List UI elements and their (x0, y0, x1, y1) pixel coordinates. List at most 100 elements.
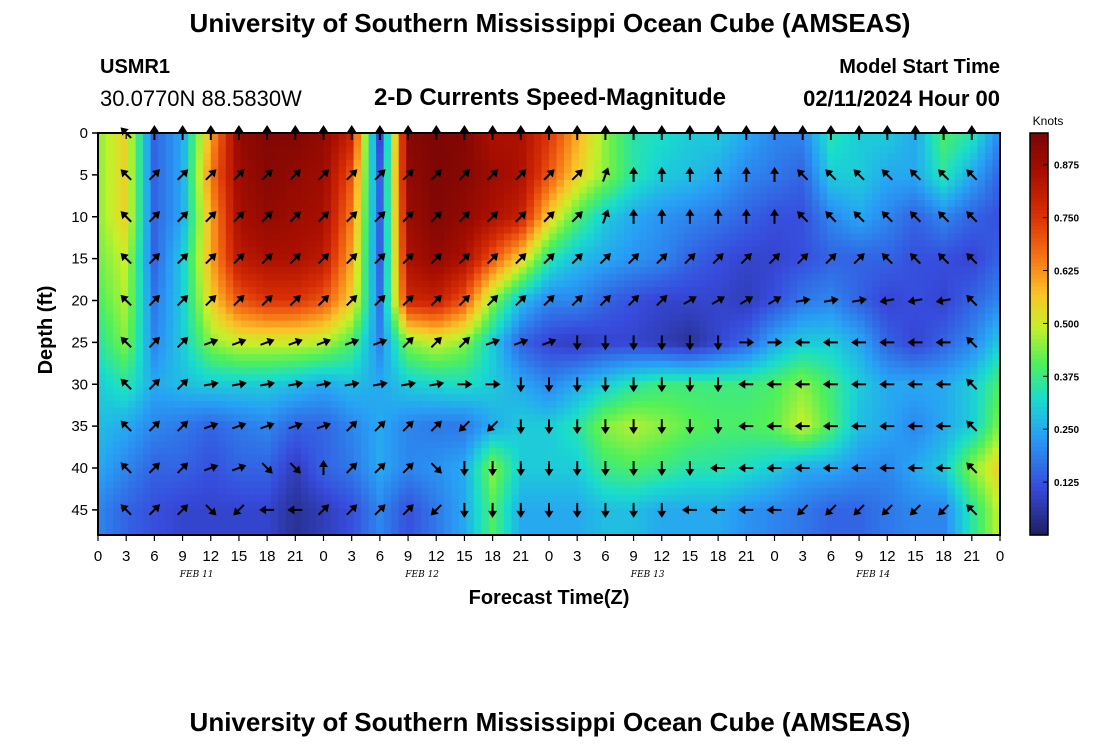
heatmap-cell (428, 253, 437, 261)
heatmap-cell (631, 133, 640, 141)
heatmap-cell (391, 347, 400, 355)
heatmap-cell (759, 374, 768, 382)
heatmap-cell (812, 166, 821, 174)
heatmap-cell (932, 159, 941, 168)
heatmap-cell (526, 226, 535, 235)
heatmap-cell (428, 233, 437, 241)
heatmap-cell (98, 146, 107, 154)
heatmap-cell (857, 246, 866, 255)
heatmap-cell (346, 159, 355, 168)
heatmap-cell (827, 354, 836, 362)
heatmap-cell (451, 220, 460, 228)
heatmap-cell (804, 186, 813, 194)
heatmap-cell (624, 253, 633, 261)
heatmap-cell (158, 340, 167, 348)
heatmap-cell (270, 146, 279, 154)
heatmap-cell (676, 313, 685, 322)
heatmap-cell (774, 233, 783, 241)
heatmap-cell (315, 327, 325, 335)
heatmap-cell (270, 320, 279, 328)
heatmap-cell (721, 300, 730, 308)
heatmap-cell (766, 267, 776, 275)
heatmap-cell (203, 173, 212, 181)
heatmap-cell (917, 367, 926, 375)
heatmap-cell (331, 173, 340, 181)
heatmap-cell (797, 367, 806, 375)
heatmap-cell (541, 334, 550, 342)
heatmap-cell (458, 354, 467, 362)
heatmap-cell (173, 186, 182, 194)
heatmap-cell (270, 179, 279, 188)
heatmap-cell (270, 193, 279, 201)
heatmap-cell (699, 139, 708, 147)
heatmap-cell (436, 327, 445, 335)
heatmap-cell (481, 267, 490, 275)
heatmap-cell (699, 240, 708, 248)
heatmap-cell (879, 139, 888, 147)
heatmap-cell (180, 260, 189, 268)
heatmap-cell (503, 173, 513, 181)
heatmap-cell (308, 367, 317, 375)
heatmap-cell (165, 159, 174, 168)
heatmap-cell (624, 387, 633, 395)
heatmap-cell (233, 401, 242, 409)
heatmap-cell (105, 401, 114, 409)
heatmap-cell (488, 139, 497, 147)
heatmap-cell (714, 240, 723, 248)
heatmap-cell (263, 320, 272, 328)
heatmap-cell (391, 240, 400, 248)
heatmap-cell (421, 360, 430, 369)
heatmap-cell (533, 186, 543, 194)
heatmap-cell (105, 166, 114, 174)
heatmap-cell (571, 260, 580, 268)
heatmap-cell (909, 153, 918, 161)
heatmap-cell (766, 287, 776, 295)
heatmap-cell (406, 226, 415, 235)
heatmap-cell (225, 293, 234, 302)
heatmap-cell (203, 347, 212, 355)
heatmap-cell (962, 273, 971, 281)
heatmap-cell (496, 394, 505, 402)
heatmap-cell (842, 374, 851, 382)
heatmap-cell (571, 360, 580, 369)
heatmap-cell (894, 320, 903, 328)
heatmap-cell (924, 394, 933, 402)
heatmap-cell (496, 179, 505, 188)
heatmap-cell (188, 159, 197, 168)
heatmap-cell (646, 340, 655, 348)
heatmap-cell (721, 401, 730, 409)
heatmap-cell (218, 159, 227, 168)
heatmap-cell (541, 146, 550, 154)
heatmap-cell (368, 253, 377, 261)
heatmap-cell (451, 233, 460, 241)
heatmap-cell (579, 334, 588, 342)
heatmap-cell (511, 300, 520, 308)
heatmap-cell (368, 159, 377, 168)
heatmap-cell (789, 159, 798, 168)
heatmap-cell (210, 186, 219, 194)
heatmap-cell (105, 320, 114, 328)
heatmap-cell (789, 374, 798, 382)
heatmap-cell (751, 213, 761, 221)
heatmap-cell (98, 139, 107, 147)
heatmap-cell (782, 387, 791, 395)
heatmap-cell (804, 313, 813, 322)
heatmap-cell (594, 193, 603, 201)
heatmap-cell (872, 300, 881, 308)
heatmap-cell (248, 401, 257, 409)
heatmap-cell (165, 139, 174, 147)
heatmap-cell (579, 354, 588, 362)
heatmap-cell (240, 360, 249, 369)
heatmap-cell (323, 153, 332, 161)
heatmap-cell (766, 280, 776, 288)
heatmap-cell (594, 166, 603, 174)
heatmap-cell (173, 213, 182, 221)
heatmap-cell (827, 374, 836, 382)
heatmap-cell (624, 407, 633, 415)
heatmap-cell (774, 260, 783, 268)
heatmap-cell (691, 360, 700, 369)
heatmap-cell (323, 226, 332, 235)
heatmap-cell (834, 139, 843, 147)
heatmap-cell (729, 360, 738, 369)
heatmap-cell (293, 367, 302, 375)
